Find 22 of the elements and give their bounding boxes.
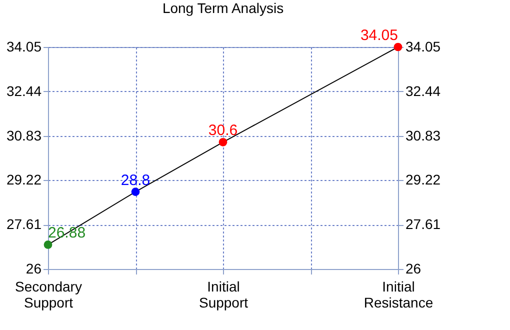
y-tick-label: 30.83 — [6, 127, 42, 144]
y2-tick-label: 26 — [406, 260, 422, 276]
y2-tick-label: 32.44 — [406, 82, 441, 99]
data-label: 30.6 — [208, 122, 238, 140]
point — [218, 138, 228, 146]
data-label: 34.05 — [360, 27, 398, 44]
y-tick-label: 32.44 — [6, 82, 42, 99]
chart-title: Long Term Analysis — [162, 0, 284, 16]
y2-tick-label: 34.05 — [406, 38, 441, 54]
data-label: 28.8 — [120, 172, 150, 189]
x-tick-label: Initial Support — [198, 278, 248, 310]
y2-tick-label: 29.22 — [406, 172, 441, 188]
x-tick-label: Initial Resistance — [364, 278, 434, 310]
point — [44, 240, 52, 249]
point — [131, 188, 140, 196]
y2-tick-label: 30.83 — [406, 127, 441, 144]
y-tick-label: 34.05 — [6, 38, 42, 54]
y-tick-label: 27.61 — [6, 216, 42, 232]
x-tick-label: Secondary Support — [15, 278, 82, 310]
y-tick-label: 26 — [26, 260, 42, 276]
y2-tick-label: 27.61 — [406, 216, 441, 232]
y-tick-label: 29.22 — [6, 172, 42, 188]
